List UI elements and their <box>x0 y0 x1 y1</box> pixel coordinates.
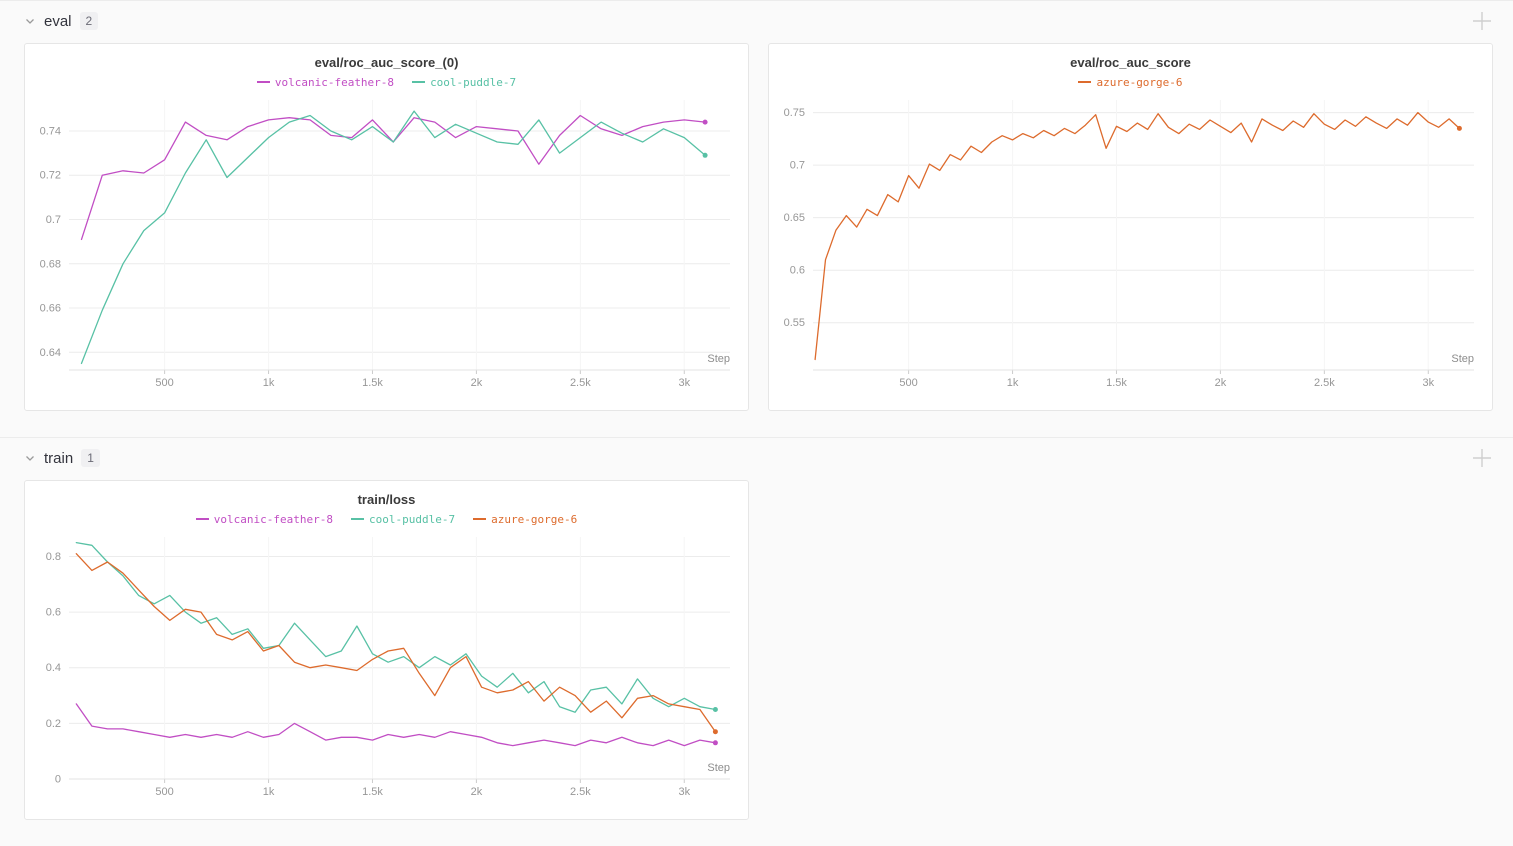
section-count-badge: 1 <box>81 449 100 467</box>
series-endpoint-volcanic-feather-8 <box>712 740 718 746</box>
legend-run-name: cool-puddle-7 <box>430 75 517 89</box>
chart-panel-roc-auc-score-0[interactable]: eval/roc_auc_score_(0) volcanic-feather-… <box>24 43 749 411</box>
svg-text:0.7: 0.7 <box>790 160 805 172</box>
series-line-azure-gorge-6[interactable] <box>75 553 717 733</box>
legend-run-name: azure-gorge-6 <box>491 512 578 526</box>
legend-swatch <box>195 518 209 520</box>
add-panel-icon[interactable] <box>1471 10 1493 32</box>
svg-text:2k: 2k <box>471 786 483 798</box>
svg-text:0.68: 0.68 <box>40 258 61 270</box>
svg-text:2.5k: 2.5k <box>570 786 591 798</box>
svg-text:0.8: 0.8 <box>46 551 61 563</box>
legend-swatch <box>473 518 487 520</box>
chart-title: eval/roc_auc_score_(0) <box>314 55 459 70</box>
legend-run-name: volcanic-feather-8 <box>274 75 395 89</box>
svg-text:2.5k: 2.5k <box>1314 377 1335 389</box>
svg-text:0.74: 0.74 <box>40 125 61 137</box>
svg-text:0.4: 0.4 <box>46 662 61 674</box>
series-line-azure-gorge-6[interactable] <box>814 111 1461 361</box>
svg-text:0.6: 0.6 <box>790 265 805 277</box>
chart-legend: volcanic-feather-8 cool-puddle-7 azure-gor… <box>25 509 748 529</box>
chevron-down-icon[interactable] <box>24 15 36 27</box>
svg-text:3k: 3k <box>678 377 690 389</box>
eval-panels-row: eval/roc_auc_score_(0) volcanic-feather-… <box>24 43 1493 411</box>
legend-swatch <box>256 81 270 83</box>
svg-text:0.6: 0.6 <box>46 607 61 619</box>
legend-run-name: volcanic-feather-8 <box>213 512 334 526</box>
svg-text:Step: Step <box>1451 353 1474 365</box>
legend-swatch <box>351 518 365 520</box>
series-line-cool-puddle-7[interactable] <box>80 110 706 365</box>
chart-legend: azure-gorge-6 <box>769 72 1492 92</box>
series-line-volcanic-feather-8[interactable] <box>75 703 717 747</box>
legend-item-azure-gorge-6[interactable]: azure-gorge-6 <box>1078 75 1183 89</box>
series-endpoint-cool-puddle-7 <box>702 152 708 158</box>
svg-text:0.66: 0.66 <box>40 303 61 315</box>
section-header-train[interactable]: train 1 <box>24 444 1493 472</box>
series-endpoint-cool-puddle-7 <box>712 707 718 712</box>
svg-text:1k: 1k <box>263 377 275 389</box>
legend-run-name: azure-gorge-6 <box>1096 75 1183 89</box>
svg-text:0.2: 0.2 <box>46 718 61 730</box>
chart-canvas[interactable]: 0 0.2 0.4 0.6 0.8 500 1k 1.5k 2k 2.5k 3k Step <box>25 529 748 813</box>
svg-text:500: 500 <box>899 377 917 389</box>
svg-text:0.75: 0.75 <box>784 107 805 119</box>
svg-text:Step: Step <box>707 762 730 774</box>
svg-text:1.5k: 1.5k <box>362 377 383 389</box>
chart-title: train/loss <box>357 492 416 507</box>
chevron-down-icon[interactable] <box>24 452 36 464</box>
series-line-volcanic-feather-8[interactable] <box>80 114 706 241</box>
section-eval: eval 2 eval/roc_auc_score_(0) volcanic-f… <box>0 0 1513 411</box>
legend-swatch <box>1078 81 1092 83</box>
svg-text:3k: 3k <box>678 786 690 798</box>
legend-run-name: cool-puddle-7 <box>369 512 456 526</box>
series-endpoint-azure-gorge-6 <box>712 729 718 735</box>
legend-item-volcanic-feather-8[interactable]: volcanic-feather-8 <box>256 75 395 89</box>
svg-text:0.64: 0.64 <box>40 347 61 359</box>
section-count-badge: 2 <box>79 12 99 30</box>
svg-text:1.5k: 1.5k <box>1106 377 1127 389</box>
chart-canvas[interactable]: 0.55 0.6 0.65 0.7 0.75 500 1k 1.5k 2k 2.5k 3k Step <box>769 92 1492 404</box>
svg-text:2.5k: 2.5k <box>570 377 591 389</box>
svg-text:0.55: 0.55 <box>784 317 805 329</box>
svg-text:1k: 1k <box>263 786 275 798</box>
svg-text:0.65: 0.65 <box>784 212 805 224</box>
series-line-cool-puddle-7[interactable] <box>75 541 717 713</box>
legend-swatch <box>412 81 426 83</box>
add-panel-icon[interactable] <box>1471 447 1493 469</box>
svg-text:3k: 3k <box>1422 377 1434 389</box>
svg-text:500: 500 <box>155 786 173 798</box>
section-header-eval[interactable]: eval 2 <box>24 7 1493 35</box>
legend-item-volcanic-feather-8[interactable]: volcanic-feather-8 <box>195 512 334 526</box>
chart-panel-train-loss[interactable]: train/loss volcanic-feather-8 cool-puddle… <box>24 480 749 820</box>
legend-item-cool-puddle-7[interactable]: cool-puddle-7 <box>351 513 455 526</box>
chart-legend: volcanic-feather-8 cool-puddle-7 <box>25 72 748 92</box>
chart-panel-roc-auc-score[interactable]: eval/roc_auc_score azure-gorge-6 0.55 0.6… <box>768 43 1493 411</box>
train-panels-row: train/loss volcanic-feather-8 cool-puddle… <box>24 480 1493 820</box>
section-train: train 1 train/loss volcanic-feather-8 coo… <box>0 437 1513 846</box>
svg-text:0.7: 0.7 <box>46 214 61 226</box>
svg-text:1k: 1k <box>1007 377 1019 389</box>
svg-text:2k: 2k <box>1215 377 1227 389</box>
svg-text:2k: 2k <box>471 377 483 389</box>
section-title: train <box>44 449 74 467</box>
svg-text:1.5k: 1.5k <box>362 786 383 798</box>
svg-text:Step: Step <box>707 353 730 365</box>
svg-text:0: 0 <box>55 774 61 786</box>
legend-item-azure-gorge-6[interactable]: azure-gorge-6 <box>473 513 577 526</box>
chart-title: eval/roc_auc_score <box>1070 55 1191 70</box>
series-endpoint-volcanic-feather-8 <box>702 119 708 125</box>
svg-text:0.72: 0.72 <box>40 170 61 182</box>
series-endpoint-azure-gorge-6 <box>1456 125 1462 131</box>
section-title: eval <box>44 12 72 30</box>
svg-text:500: 500 <box>155 377 173 389</box>
legend-item-cool-puddle-7[interactable]: cool-puddle-7 <box>412 76 516 89</box>
chart-canvas[interactable]: 0.64 0.66 0.68 0.7 0.72 0.74 500 1k 1.5k 2k 2.5k 3k… <box>25 92 748 404</box>
